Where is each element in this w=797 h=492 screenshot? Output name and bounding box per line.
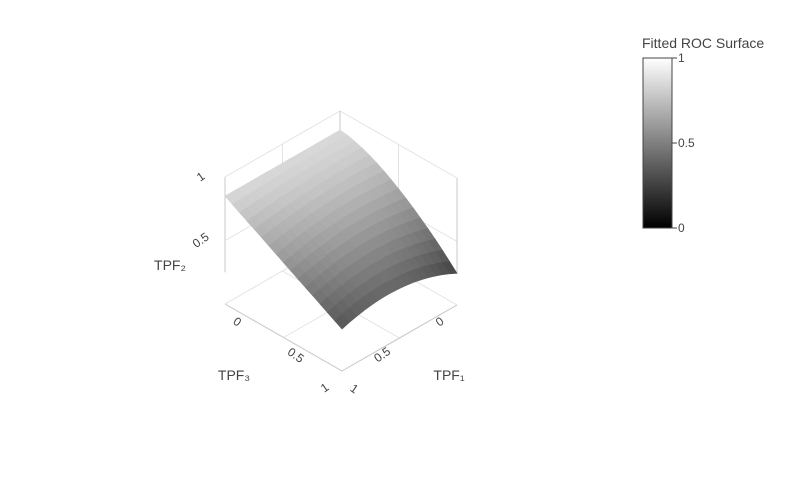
- z-tick-label: 0.5: [190, 230, 212, 251]
- colorbar-tick-label: 0.5: [678, 136, 695, 150]
- x-tick-label: 0: [231, 314, 245, 329]
- colorbar: Fitted ROC Surface 00.51: [642, 35, 764, 235]
- surface-patch: [334, 313, 350, 330]
- colorbar-tick-label: 1: [678, 51, 685, 65]
- frame-edge: [341, 304, 458, 372]
- z-tick-label: 1: [194, 169, 208, 184]
- x-tick-label: 1: [348, 381, 362, 396]
- wall-grid-line: [339, 110, 458, 179]
- wall-grid-line: [224, 110, 341, 178]
- colorbar-gradient: [642, 57, 673, 229]
- z-axis-title: TPF₂: [154, 257, 186, 273]
- y-tick-label: 0.5: [371, 344, 393, 365]
- frame-edge: [224, 303, 343, 372]
- y-tick-label: 0: [433, 314, 447, 329]
- surface-mesh: [224, 129, 458, 330]
- colorbar-tick-label: 0: [678, 221, 685, 235]
- 3d-scene[interactable]: 0 0.5 1 0 0.5 1 0.5 1 TPF₁ TPF₃ TPF₂: [154, 110, 465, 397]
- y-tick-label: 1: [318, 380, 332, 395]
- x-axis-title: TPF₁: [433, 367, 464, 383]
- colorbar-ticks: 00.51: [672, 51, 695, 235]
- y-axis-title: TPF₃: [218, 367, 250, 383]
- colorbar-title: Fitted ROC Surface: [642, 35, 764, 51]
- x-tick-label: 0.5: [285, 345, 307, 366]
